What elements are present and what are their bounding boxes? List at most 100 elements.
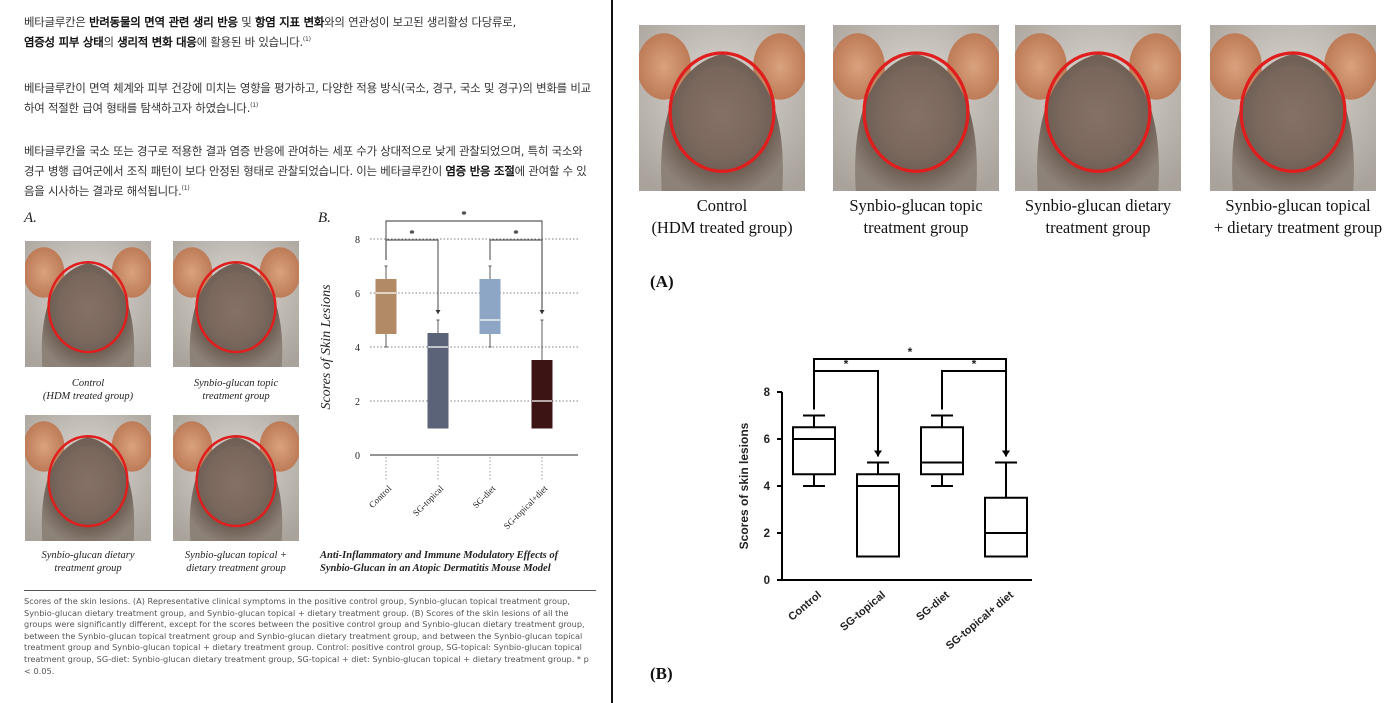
caption-line: Synbio-glucan topical + [184, 550, 288, 561]
box-control [375, 279, 397, 334]
photo-sg-topical [173, 240, 299, 368]
large-caption-sg-dietary: Synbio-glucan dietary treatment group [1000, 195, 1196, 239]
significance-bracket-3 [385, 220, 543, 314]
photo-sg-dietary [25, 414, 151, 542]
caption-line: treatment group [202, 391, 270, 402]
caption-line: treatment group [54, 563, 122, 574]
y-tick-label: 6 [355, 289, 360, 300]
caption-line: Synbio-glucan topical [1225, 196, 1371, 215]
category-label-control: Control [786, 589, 824, 623]
right-panel: Control (HDM treated group) Synbio-glucan… [614, 0, 1400, 703]
caption-line: (HDM treated group) [651, 218, 793, 237]
para1-bold-4: 생리적 변화 대응 [117, 35, 197, 49]
caption-line: treatment group [863, 218, 969, 237]
para3-text-1: 베타글루칸을 국소 또는 경구로 적용한 결과 염증 반응에 관여하는 세포 수… [24, 144, 583, 178]
significance-star-2: * [972, 357, 977, 371]
para3-reference: (1) [181, 185, 190, 193]
box-sg-topical [856, 473, 900, 558]
figure-caption: Scores of the skin lesions. (A) Represen… [24, 596, 589, 676]
large-caption-control: Control (HDM treated group) [634, 195, 810, 239]
para1-bold-2: 항염 지표 변화 [254, 15, 325, 29]
caption-line: Control [71, 378, 105, 389]
photo-caption-sg-topical: Synbio-glucan topic treatment group [161, 377, 311, 403]
photo-caption-sg-topical-dietary: Synbio-glucan topical + dietary treatment… [161, 549, 311, 575]
box-sg-topical-diet [531, 360, 553, 429]
photo-caption-sg-dietary: Synbio-glucan dietary treatment group [15, 549, 161, 575]
photo-sg-topical-dietary [173, 414, 299, 542]
significance-arrow-1 [435, 310, 441, 314]
panel-b-label: B. [318, 210, 331, 226]
category-label-sg-topical: SG-topical [411, 483, 446, 518]
para1-text-1: 베타글루칸은 [24, 15, 90, 29]
significance-star-1: * [409, 228, 415, 240]
para1-reference: (1) [302, 36, 311, 44]
figure-title-line: Anti-Inflammatory and Immune Modulatory … [320, 550, 559, 561]
caption-line: treatment group [1045, 218, 1151, 237]
significance-star-3: * [908, 345, 913, 359]
y-tick-label: 8 [355, 235, 360, 246]
left-panel: 베타글루칸은 반려동물의 면역 관련 생리 반응 및 항염 지표 변화와의 연관… [0, 0, 610, 703]
box-plot-right: 0 2 4 6 8 Scores of skin lesions Control SG-top… [737, 345, 1032, 652]
y-tick-label: 6 [764, 434, 770, 446]
para1-text-3: 와의 연관성이 보고된 생리활성 다당류로, [324, 15, 517, 29]
large-caption-sg-topical-dietary: Synbio-glucan topical + dietary treatment… [1198, 195, 1398, 239]
photo-control [25, 240, 151, 368]
para1-text-2: 및 [237, 15, 255, 29]
category-label-sg-topical-diet: SG-topical+diet [502, 483, 550, 531]
photo-sg-dietary-large [1015, 24, 1181, 192]
y-axis-label: Scores of Skin Lesions [319, 284, 334, 410]
significance-arrow-1 [874, 450, 882, 457]
category-label-sg-topical-diet: SG-topical+ diet [944, 589, 1016, 652]
significance-arrow-3 [1002, 450, 1010, 457]
para3-bold: 염증 반응 조절 [445, 164, 515, 178]
figure-label-b: (B) [650, 664, 673, 683]
para2-reference: (1) [250, 102, 259, 110]
intro-paragraph-2: 베타글루칸이 면역 체계와 피부 건강에 미치는 영향을 평가하고, 다양한 적… [24, 78, 594, 118]
box-sg-diet [479, 279, 501, 334]
panel-divider [611, 0, 613, 703]
figure-label-a: (A) [650, 272, 674, 291]
large-caption-sg-topical: Synbio-glucan topic treatment group [821, 195, 1011, 239]
y-tick-label: 2 [764, 528, 770, 540]
para1-text-4: 의 [103, 35, 118, 49]
intro-paragraph-3: 베타글루칸을 국소 또는 경구로 적용한 결과 염증 반응에 관여하는 세포 수… [24, 141, 594, 201]
para1-bold-3: 염증성 피부 상태 [24, 35, 104, 49]
y-tick-label: 0 [355, 451, 360, 462]
box-control [792, 426, 836, 476]
significance-star-2: * [513, 228, 519, 240]
para1-bold-1: 반려동물의 면역 관련 생리 반응 [89, 15, 238, 29]
box-sg-topical-diet [984, 496, 1028, 558]
panel-a-label: A. [24, 210, 37, 226]
y-tick-label: 0 [764, 575, 770, 587]
y-tick-label: 4 [764, 481, 771, 493]
figure-title: Anti-Inflammatory and Immune Modulatory … [320, 549, 600, 575]
caption-line: Synbio-glucan topic [193, 378, 279, 389]
figure-title-line: Synbio-Glucan in an Atopic Dermatitis Mo… [320, 563, 551, 574]
caption-divider [24, 590, 596, 591]
caption-line: + dietary treatment group [1213, 218, 1383, 237]
significance-arrow-3 [539, 310, 545, 314]
y-tick-label: 4 [355, 343, 360, 354]
box-sg-topical [427, 333, 449, 429]
caption-line: Synbio-glucan dietary [1024, 196, 1172, 215]
photo-sg-topical-dietary-large [1210, 24, 1376, 192]
box-plot-left: 0 2 4 6 8 Scores of Skin Lesions Control SG-top… [319, 209, 578, 531]
category-label-control: Control [367, 483, 394, 510]
category-label-sg-topical: SG-topical [838, 589, 888, 634]
category-label-sg-diet: SG-diet [914, 589, 952, 624]
para2-text: 베타글루칸이 면역 체계와 피부 건강에 미치는 영향을 평가하고, 다양한 적… [24, 81, 591, 115]
caption-line: Synbio-glucan dietary [41, 550, 135, 561]
photo-caption-control: Control (HDM treated group) [15, 377, 161, 403]
category-label-sg-diet: SG-diet [471, 483, 498, 510]
y-axis-label: Scores of skin lesions [737, 422, 751, 549]
y-tick-label: 2 [355, 397, 360, 408]
significance-star-3: * [461, 209, 467, 221]
significance-bracket-3 [813, 358, 1007, 457]
photo-sg-topical-large [833, 24, 999, 192]
caption-line: (HDM treated group) [42, 391, 134, 402]
caption-line: dietary treatment group [186, 563, 286, 574]
box-sg-diet [920, 426, 964, 476]
para3-text-2: 에 관여할 수 있음을 시사하는 결과로 해석됩니다. [24, 164, 587, 198]
y-tick-label: 8 [764, 387, 771, 399]
para1-text-5: 에 활용된 바 있습니다. [196, 35, 303, 49]
